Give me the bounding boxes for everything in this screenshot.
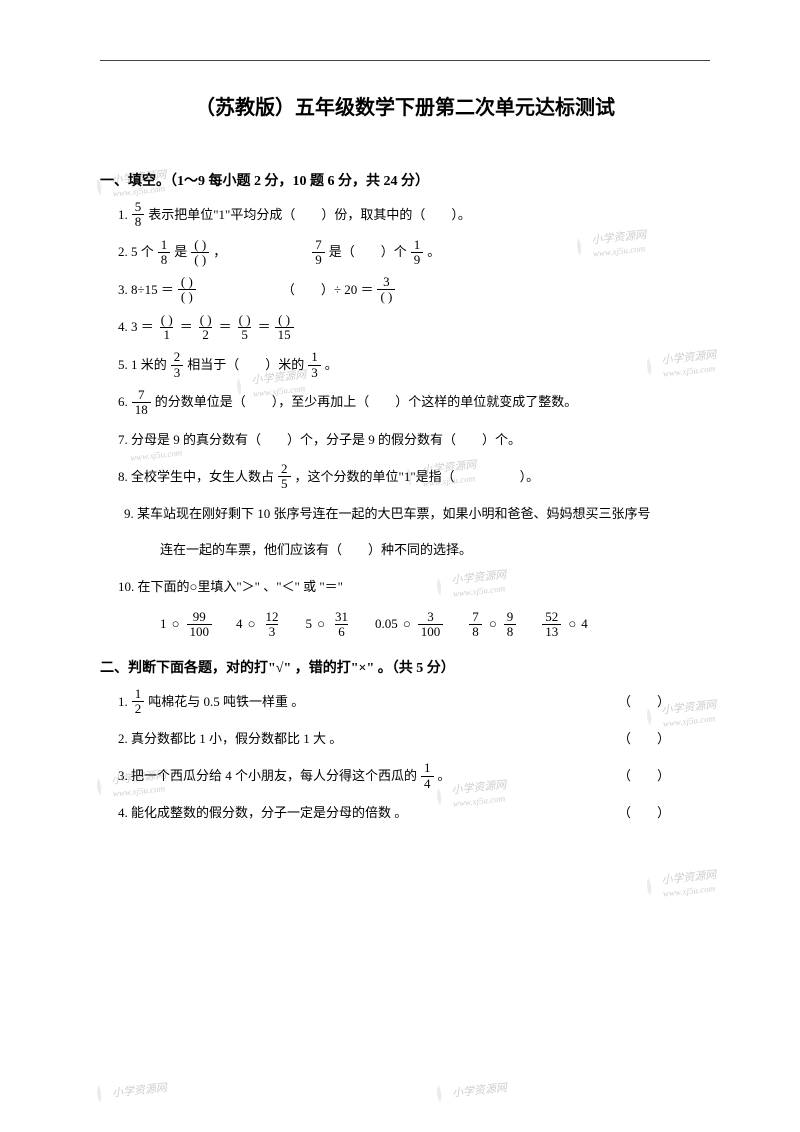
fraction-blank: ( )( ) xyxy=(191,238,209,268)
fraction-blank: ( )2 xyxy=(197,313,215,343)
fraction: 718 xyxy=(132,388,151,418)
s2q1-a: 1. xyxy=(118,688,128,717)
q5: 5. 1 米的 23 相当于（ ）米的 13 。 xyxy=(118,350,710,380)
eq: ＝ xyxy=(219,313,232,342)
s2q3-b: 。 xyxy=(438,762,451,791)
judge-blank: （ ） xyxy=(618,762,710,791)
q3-b: （ ）÷ 20 ＝ xyxy=(282,276,374,305)
page: （苏教版）五年级数学下册第二次单元达标测试 一、填空。（1～9 每小题 2 分，… xyxy=(0,0,800,876)
q9: 9. 某车站现在刚好剩下 10 张序号连在一起的大巴车票，如果小明和爸爸、妈妈想… xyxy=(124,500,710,529)
s2q3-a: 3. 把一个西瓜分给 4 个小朋友，每人分得这个西瓜的 xyxy=(118,762,417,791)
s2q1: 1. 12 吨棉花与 0.5 吨铁一样重 。 （ ） xyxy=(118,687,710,717)
q6: 6. 718 的分数单位是（ ），至少再加上（ ）个这样的单位就变成了整数。 xyxy=(118,388,710,418)
q9-a: 9. 某车站现在刚好剩下 10 张序号连在一起的大巴车票，如果小明和爸爸、妈妈想… xyxy=(124,500,651,529)
q9-b: 连在一起的车票，他们应该有（ ）种不同的选择。 xyxy=(160,536,472,565)
fraction: 18 xyxy=(158,238,171,268)
q10-item: 0.05○ 3100 xyxy=(375,610,445,640)
fraction: 23 xyxy=(171,350,184,380)
s2q4: 4. 能化成整数的假分数，分子一定是分母的倍数 。 （ ） xyxy=(118,799,710,828)
q2-d: 是（ ）个 xyxy=(329,238,407,267)
q8-a: 8. 全校学生中，女生人数占 xyxy=(118,463,274,492)
fraction-blank: ( )15 xyxy=(275,313,294,343)
q6-a: 6. xyxy=(118,388,128,417)
judge-blank: （ ） xyxy=(618,799,710,828)
q10-item: 5213 ○4 xyxy=(540,610,588,640)
fraction: 19 xyxy=(411,238,424,268)
q8: 8. 全校学生中，女生人数占 25 ，这个分数的单位"1"是指（ ）。 xyxy=(118,462,710,492)
fraction-blank: ( )( ) xyxy=(178,275,196,305)
q3-a: 3. 8÷15 ＝ xyxy=(118,276,174,305)
page-title: （苏教版）五年级数学下册第二次单元达标测试 xyxy=(100,91,710,120)
q10-item: 4○ 123 xyxy=(236,610,284,640)
fraction: 58 xyxy=(132,200,145,230)
watermark: 小学资源网 xyxy=(89,1076,168,1106)
q2: 2. 5 个 18 是 ( )( ) ， 79 是（ ）个 19 。 xyxy=(118,238,710,268)
q2-b: 是 xyxy=(174,238,187,267)
fraction: 12 xyxy=(132,687,145,717)
q10-item: 1○ 99100 xyxy=(160,610,214,640)
q9-cont: 连在一起的车票，他们应该有（ ）种不同的选择。 xyxy=(160,536,710,565)
judge-blank: （ ） xyxy=(618,688,710,717)
judge-blank: （ ） xyxy=(618,725,710,754)
s2q2: 2. 真分数都比 1 小，假分数都比 1 大 。 （ ） xyxy=(118,725,710,754)
q4-a: 4. 3 ＝ xyxy=(118,313,154,342)
q2-a: 2. 5 个 xyxy=(118,238,154,267)
s2q3: 3. 把一个西瓜分给 4 个小朋友，每人分得这个西瓜的 14 。 （ ） xyxy=(118,761,710,791)
fraction: 25 xyxy=(278,462,291,492)
fraction: 79 xyxy=(312,238,325,268)
q10: 10. 在下面的○里填入"＞" 、"＜" 或 "＝" xyxy=(118,573,710,602)
fraction: 13 xyxy=(308,350,321,380)
section2-head: 二、判断下面各题，对的打"√" ，错的打"×" 。（共 5 分） xyxy=(100,657,710,677)
s2q1-b: 吨棉花与 0.5 吨铁一样重 。 xyxy=(148,688,304,717)
q10-row: 1○ 99100 4○ 123 5○ 316 0.05○ 3100 78 ○ 9… xyxy=(160,610,710,640)
s2q2-text: 2. 真分数都比 1 小，假分数都比 1 大 。 xyxy=(118,725,342,754)
fraction-blank: 3( ) xyxy=(377,275,395,305)
q5-c: 。 xyxy=(325,351,338,380)
section1-head: 一、填空。（1～9 每小题 2 分，10 题 6 分，共 24 分） xyxy=(100,170,710,190)
q6-b: 的分数单位是（ ），至少再加上（ ）个这样的单位就变成了整数。 xyxy=(155,388,578,417)
q5-a: 5. 1 米的 xyxy=(118,351,167,380)
q1: 1. 58 表示把单位"1"平均分成（ ）份，取其中的（ ）。 xyxy=(118,200,710,230)
q10-a: 10. 在下面的○里填入"＞" 、"＜" 或 "＝" xyxy=(118,573,343,602)
fraction: 14 xyxy=(421,761,434,791)
q7: 7. 分母是 9 的真分数有（ ）个，分子是 9 的假分数有（ ）个。 xyxy=(118,426,710,455)
q5-b: 相当于（ ）米的 xyxy=(187,351,304,380)
q8-b: ，这个分数的单位"1"是指（ ）。 xyxy=(295,463,540,492)
watermark: 小学资源网 xyxy=(429,1076,508,1106)
q10-item: 5○ 316 xyxy=(306,610,354,640)
q3: 3. 8÷15 ＝ ( )( ) （ ）÷ 20 ＝ 3( ) xyxy=(118,275,710,305)
q2-c: ， xyxy=(213,238,226,267)
q2-e: 。 xyxy=(427,238,440,267)
q10-item: 78 ○ 98 xyxy=(467,610,518,640)
fraction-blank: ( )5 xyxy=(236,313,254,343)
eq: ＝ xyxy=(180,313,193,342)
fraction-blank: ( )1 xyxy=(158,313,176,343)
q1-text: 表示把单位"1"平均分成（ ）份，取其中的（ ）。 xyxy=(148,201,471,230)
q7-text: 7. 分母是 9 的真分数有（ ）个，分子是 9 的假分数有（ ）个。 xyxy=(118,426,521,455)
q1-num: 1. xyxy=(118,201,128,230)
eq: ＝ xyxy=(258,313,271,342)
top-rule xyxy=(100,60,710,61)
q4: 4. 3 ＝ ( )1 ＝ ( )2 ＝ ( )5 ＝ ( )15 xyxy=(118,313,710,343)
s2q4-text: 4. 能化成整数的假分数，分子一定是分母的倍数 。 xyxy=(118,799,407,828)
